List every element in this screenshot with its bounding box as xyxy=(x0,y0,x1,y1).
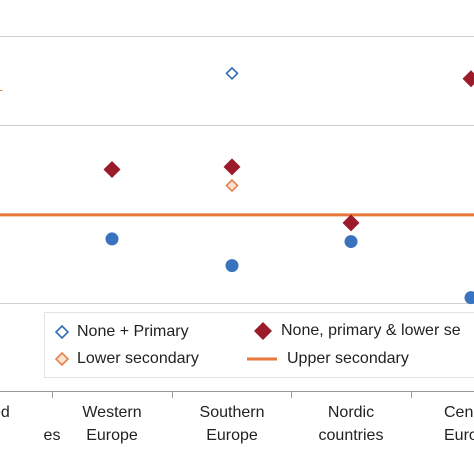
point-circle-4 xyxy=(464,291,474,305)
point-hollow-diamond-2-2 xyxy=(225,178,239,193)
x-tick-label-0: ed es xyxy=(0,404,61,444)
x-tick-label-nordic-countries: Nordic countries xyxy=(318,404,384,444)
hollow-diamond-icon xyxy=(55,352,69,366)
point-diamond-3 xyxy=(342,214,360,232)
point-diamond-2 xyxy=(223,158,241,176)
chart-legend: None + Primary None, primary & lower se … xyxy=(44,312,474,378)
legend-item-upper-secondary: Upper secondary xyxy=(245,350,409,368)
legend-item-lower-secondary: Lower secondary xyxy=(55,350,199,368)
legend-label: None, primary & lower se xyxy=(281,322,461,339)
line-icon xyxy=(247,357,277,361)
legend-label: Lower secondary xyxy=(77,350,199,367)
point-diamond-4 xyxy=(462,70,474,88)
point-circle-3 xyxy=(344,235,358,249)
point-circle-1 xyxy=(105,232,119,246)
legend-item-none-primary-lower: None, primary & lower se xyxy=(253,321,461,341)
x-tick-label-western-europe: Western Europe xyxy=(82,404,142,444)
diamond-icon xyxy=(254,322,272,340)
hollow-diamond-icon xyxy=(55,325,69,339)
legend-label: None + Primary xyxy=(77,323,189,340)
legend-label: Upper secondary xyxy=(287,350,409,367)
x-tick-label-southern-europe: Southern Europe xyxy=(199,404,265,444)
legend-item-none-primary: None + Primary xyxy=(55,323,189,341)
annotation-mark-0: - xyxy=(0,82,3,96)
point-hollow-diamond-0-2 xyxy=(225,66,239,81)
point-circle-2 xyxy=(225,259,239,273)
x-tick-label-central-europe: Cen Euro xyxy=(444,404,474,444)
point-diamond-1 xyxy=(103,161,121,178)
